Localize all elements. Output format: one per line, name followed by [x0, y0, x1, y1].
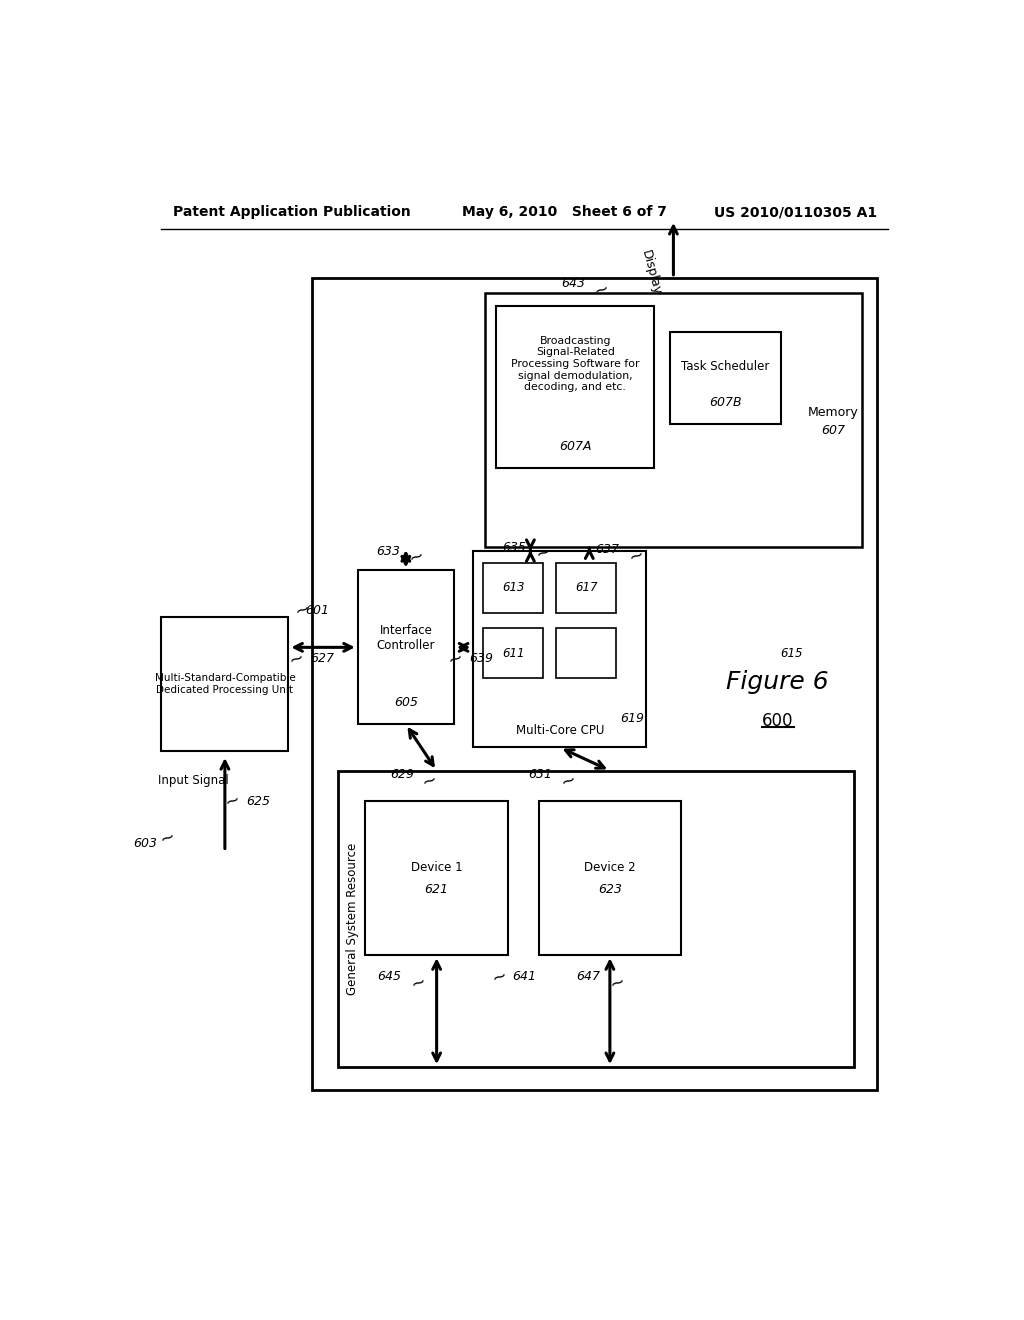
Text: Device 1: Device 1	[411, 861, 463, 874]
Text: 619: 619	[621, 711, 644, 725]
Text: Broadcasting
Signal-Related
Processing Software for
signal demodulation,
decodin: Broadcasting Signal-Related Processing S…	[511, 335, 639, 392]
Bar	[366, 801, 508, 956]
Text: 631: 631	[528, 768, 553, 781]
Text: Patent Application Publication: Patent Application Publication	[173, 206, 411, 219]
Bar	[339, 771, 854, 1067]
Text: Multi-Standard-Compatible
Dedicated Processing Unit: Multi-Standard-Compatible Dedicated Proc…	[155, 673, 295, 694]
Text: 600: 600	[762, 711, 794, 730]
Text: Multi-Core CPU: Multi-Core CPU	[516, 723, 604, 737]
Bar	[483, 562, 544, 612]
Text: 605: 605	[394, 696, 418, 709]
Bar	[311, 277, 878, 1090]
Text: 607B: 607B	[709, 396, 741, 409]
Text: 627: 627	[310, 652, 334, 665]
Text: 641: 641	[512, 970, 537, 983]
Text: ~: ~	[558, 770, 579, 792]
Text: 625: 625	[246, 795, 270, 808]
Text: ~: ~	[222, 791, 243, 812]
Text: 617: 617	[575, 581, 598, 594]
Text: ~: ~	[286, 648, 306, 671]
Text: ~: ~	[407, 546, 427, 569]
Text: ~: ~	[606, 972, 627, 994]
Text: ~: ~	[591, 279, 611, 301]
Text: ~: ~	[408, 972, 428, 994]
Text: Device 2: Device 2	[584, 861, 636, 874]
Text: Memory: Memory	[808, 407, 858, 418]
Text: ~: ~	[445, 648, 466, 671]
Text: ~: ~	[532, 543, 553, 565]
Text: ~: ~	[292, 599, 312, 622]
Text: 603: 603	[133, 837, 158, 850]
Bar	[497, 306, 654, 469]
Text: 601: 601	[305, 603, 330, 616]
Text: 607: 607	[821, 425, 845, 437]
Bar	[483, 628, 544, 678]
Text: General System Resource: General System Resource	[346, 842, 358, 995]
Text: 621: 621	[425, 883, 449, 896]
Bar	[670, 331, 781, 424]
Bar	[162, 616, 289, 751]
Text: Display: Display	[639, 248, 664, 296]
Text: 647: 647	[577, 970, 600, 983]
Text: 607A: 607A	[559, 440, 592, 453]
Bar	[357, 570, 454, 725]
Text: ~: ~	[626, 545, 646, 566]
Text: 639: 639	[469, 652, 494, 665]
Text: 629: 629	[390, 768, 414, 781]
Bar	[539, 801, 681, 956]
Text: Input Signal: Input Signal	[158, 774, 228, 787]
Text: Task Scheduler: Task Scheduler	[681, 360, 770, 372]
Text: Interface
Controller: Interface Controller	[377, 624, 435, 652]
Text: 615: 615	[780, 647, 803, 660]
Text: 611: 611	[502, 647, 524, 660]
Text: 643: 643	[561, 277, 585, 290]
Text: 637: 637	[596, 543, 620, 556]
Text: US 2010/0110305 A1: US 2010/0110305 A1	[715, 206, 878, 219]
Text: Figure 6: Figure 6	[726, 671, 828, 694]
Text: 623: 623	[598, 883, 622, 896]
Bar	[556, 628, 616, 678]
Text: 645: 645	[378, 970, 401, 983]
Bar	[484, 293, 862, 548]
Text: May 6, 2010   Sheet 6 of 7: May 6, 2010 Sheet 6 of 7	[462, 206, 667, 219]
Text: ~: ~	[419, 770, 439, 792]
Text: ~: ~	[488, 966, 509, 987]
Text: ~: ~	[158, 826, 178, 849]
Text: 635: 635	[503, 541, 526, 554]
Bar	[473, 552, 646, 747]
Text: 633: 633	[376, 545, 400, 557]
Bar	[556, 562, 616, 612]
Text: 613: 613	[502, 581, 524, 594]
